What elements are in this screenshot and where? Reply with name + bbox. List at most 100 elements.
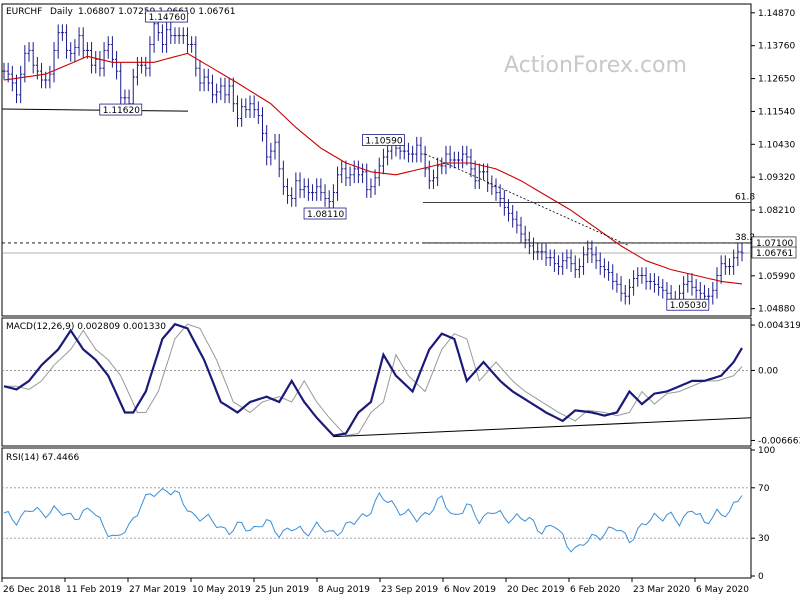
- macd-tick-label: 0.004319: [758, 321, 800, 331]
- price-bar: [427, 160, 431, 190]
- x-tick-label: 6 May 2020: [696, 585, 749, 595]
- price-bar: [2, 62, 6, 80]
- price-bar: [231, 77, 235, 113]
- price-bar: [248, 95, 252, 118]
- price-bar: [31, 42, 35, 74]
- price-bar: [240, 98, 244, 127]
- price-bar: [181, 27, 185, 44]
- price-bar: [715, 267, 719, 299]
- macd-trendline: [333, 417, 752, 438]
- macd-panel: [1, 317, 752, 447]
- x-tick-label: 27 Mar 2019: [129, 585, 186, 595]
- price-bar: [573, 255, 577, 278]
- price-bar: [206, 68, 210, 92]
- price-annotation: 1.05030: [666, 298, 710, 311]
- price-bar: [306, 178, 310, 201]
- price-bar: [506, 199, 511, 222]
- price-bar: [569, 249, 573, 272]
- macd-series: 0.004319 0.00 -0.006663: [2, 321, 800, 446]
- price-bar: [64, 24, 69, 59]
- price-bar: [594, 246, 598, 269]
- price-bar: [169, 21, 173, 44]
- price-bar: [165, 21, 169, 53]
- fib-level-label: 38.2: [735, 233, 755, 243]
- price-bar: [544, 243, 548, 267]
- price-bar: [298, 172, 302, 198]
- price-bar: [223, 77, 227, 104]
- macd-label: MACD(12,26,9) 0.002809 0.001330: [6, 322, 166, 332]
- price-bar: [519, 216, 523, 243]
- x-axis-ticks: 26 Dec 2018 11 Feb 2019 27 Mar 2019 10 May …: [1, 578, 749, 595]
- price-bar: [611, 264, 615, 290]
- price-bar: [602, 258, 607, 278]
- price-bar: [202, 68, 206, 92]
- price-bar: [486, 163, 490, 192]
- price-bar: [144, 56, 148, 77]
- price-bar: [590, 240, 594, 264]
- price-bar: [698, 282, 702, 302]
- price-bar: [411, 145, 415, 163]
- price-annotation-label: 1.05030: [670, 301, 707, 311]
- price-bar: [294, 172, 298, 207]
- price-bar: [381, 148, 386, 175]
- price-bar: [415, 136, 419, 163]
- price-annotation-label: 1.10590: [365, 137, 402, 147]
- rsi-tick-label: 30: [758, 534, 770, 544]
- price-bar: [177, 27, 181, 44]
- price-annotation: 1.14760: [145, 10, 189, 23]
- price-bar: [561, 252, 565, 275]
- price-bar: [348, 166, 352, 187]
- price-bar: [39, 62, 44, 89]
- price-bar: [215, 83, 219, 104]
- price-bar: [556, 255, 561, 275]
- price-bar: [648, 273, 652, 290]
- price-bar: [598, 252, 602, 275]
- price-bar: [452, 151, 456, 169]
- current-price-label: 1.06761: [756, 249, 793, 259]
- price-bar: [81, 27, 85, 59]
- price-bar: [723, 255, 727, 275]
- price-bar: [657, 276, 661, 296]
- price-bar: [711, 282, 715, 305]
- price-bar: [440, 157, 444, 175]
- price-bar: [256, 101, 260, 124]
- price-bar: [106, 36, 110, 59]
- price-tick-label: 1.04880: [758, 305, 795, 315]
- instrument-label: EURCHF: [6, 7, 42, 17]
- price-bar: [335, 166, 340, 201]
- price-annotations: 1.14760 1.11620 1.10590 1.08110 1.05030: [99, 10, 710, 311]
- price-bar: [652, 273, 657, 293]
- price-bar: [531, 237, 536, 261]
- price-bar: [465, 145, 469, 166]
- price-bar: [719, 255, 723, 284]
- rsi-tick-label: 70: [758, 484, 770, 494]
- price-bar: [498, 184, 502, 207]
- price-bar: [406, 142, 411, 163]
- channel-line: [424, 153, 630, 247]
- price-bar: [356, 160, 361, 184]
- watermark: ActionForex.com: [504, 53, 687, 78]
- price-bar: [352, 160, 356, 184]
- x-tick-label: 10 May 2019: [192, 585, 251, 595]
- price-annotation-label: 1.11620: [103, 106, 140, 116]
- level-price-label: 1.07100: [756, 239, 793, 249]
- x-tick-label: 23 Mar 2020: [633, 585, 690, 595]
- price-bar: [523, 225, 527, 249]
- price-annotation: 1.08110: [303, 207, 347, 220]
- price-bar: [290, 187, 294, 207]
- price-bar: [606, 261, 611, 281]
- price-bar: [419, 136, 423, 163]
- current-price-box: [751, 246, 797, 259]
- price-bar: [102, 42, 106, 77]
- price-bar: [285, 178, 290, 204]
- price-tick-label: 1.11540: [758, 107, 795, 117]
- price-bar: [52, 42, 56, 83]
- price-bar: [423, 145, 427, 178]
- price-bar: [139, 56, 144, 74]
- price-bar: [548, 249, 552, 267]
- price-bar: [640, 267, 644, 284]
- macd-tick-label: -0.006663: [758, 436, 800, 446]
- x-tick-label: 8 Aug 2019: [318, 585, 370, 595]
- price-bar: [456, 151, 461, 169]
- x-tick-label: 6 Nov 2019: [444, 585, 496, 595]
